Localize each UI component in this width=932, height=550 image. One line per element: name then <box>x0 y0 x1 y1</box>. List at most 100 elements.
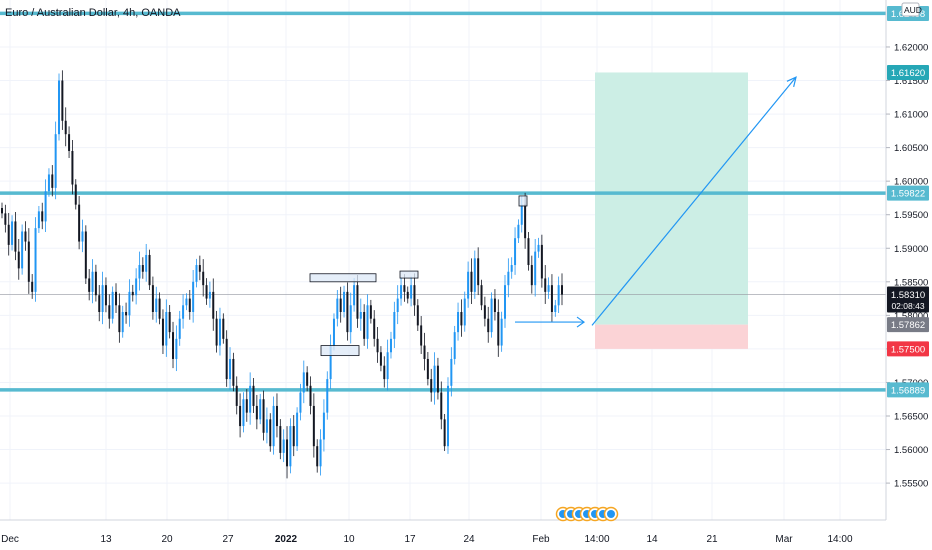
y-tick-label: 1.56000 <box>894 445 928 456</box>
candle-body <box>453 332 456 359</box>
candle-body <box>78 204 81 242</box>
x-tick-label: Dec <box>1 534 19 545</box>
candle-body <box>138 265 141 279</box>
candle-body <box>101 285 104 312</box>
annotation-boxes[interactable] <box>309 195 528 357</box>
y-tick-label: 1.60000 <box>894 177 928 188</box>
position-zones[interactable] <box>595 72 748 349</box>
candle-body <box>212 291 215 319</box>
candle-body <box>389 338 392 353</box>
candle-body <box>235 385 238 406</box>
candle-body <box>369 305 372 319</box>
candle-body <box>446 385 449 447</box>
candle-body <box>286 439 289 467</box>
candle-body <box>161 318 164 346</box>
candle-body <box>450 358 453 386</box>
candle-body <box>185 298 188 306</box>
event-icons[interactable] <box>555 506 619 522</box>
candle-body <box>279 426 282 453</box>
candle-body <box>289 426 292 467</box>
candle-body <box>229 358 232 380</box>
take-profit-tag-bg <box>887 64 929 80</box>
x-tick-label: 17 <box>404 534 416 545</box>
candle-body <box>403 285 406 292</box>
candle-body <box>514 238 517 266</box>
trend-arrow-line[interactable] <box>591 76 797 326</box>
candle-body <box>128 291 131 316</box>
candle-body <box>416 305 419 326</box>
candle-body <box>31 281 34 292</box>
candle-body <box>47 174 50 192</box>
entry-arrow-head[interactable] <box>576 316 586 328</box>
candle-body <box>400 285 403 299</box>
candle-body <box>7 224 10 245</box>
candle-body <box>68 134 71 151</box>
time-axis[interactable]: Dec 13 20 27 2022 10 17 24 Feb 14:00 14 21 Mar 14:00 <box>1 534 853 545</box>
candle-body <box>443 419 446 447</box>
candle-body <box>21 231 24 269</box>
candle-body <box>131 291 134 296</box>
candle-body <box>259 399 262 420</box>
annotation-arrows[interactable] <box>515 76 797 328</box>
candle-body <box>379 352 382 366</box>
candle-body <box>218 318 221 346</box>
highlight-box[interactable] <box>320 345 360 357</box>
candle-body <box>299 392 302 413</box>
candle-body <box>125 312 128 316</box>
highlight-box[interactable] <box>309 273 377 283</box>
candle-body <box>312 405 315 447</box>
candle-body <box>14 221 17 252</box>
highlight-box[interactable] <box>399 270 419 279</box>
candle-body <box>215 318 218 346</box>
candle-body <box>91 271 94 292</box>
x-tick-label: 24 <box>463 534 475 545</box>
candle-body <box>202 271 205 286</box>
candle-body <box>178 318 181 339</box>
candle-body <box>292 426 295 447</box>
candle-body <box>487 318 490 333</box>
stop-loss-tag-bg <box>887 341 929 357</box>
highlight-box[interactable] <box>518 195 528 207</box>
candle-body <box>51 174 54 188</box>
candle-body <box>477 258 480 286</box>
stop-loss-zone[interactable] <box>595 324 748 349</box>
trend-arrow-head[interactable] <box>786 76 797 88</box>
current-price-tag-bg <box>887 286 929 313</box>
candle-body <box>316 446 319 467</box>
candle-body <box>433 365 436 393</box>
take-profit-zone[interactable] <box>595 72 748 325</box>
candle-body <box>339 298 342 312</box>
candle-body <box>98 295 101 312</box>
candle-body <box>71 150 74 185</box>
candle-body <box>115 291 118 306</box>
currency-box[interactable] <box>901 2 920 17</box>
candle-body <box>111 291 114 319</box>
candle-body <box>396 298 399 312</box>
y-tick-label: 1.56500 <box>894 412 928 423</box>
candle-body <box>420 325 423 346</box>
candle-body <box>332 318 335 346</box>
currency-label: AUD <box>904 5 922 15</box>
candle-body <box>58 80 61 135</box>
candle-body <box>262 399 265 433</box>
y-tick-label: 1.62000 <box>894 42 928 53</box>
candle-body <box>158 298 161 319</box>
candle-body <box>249 385 252 413</box>
candle-body <box>74 184 77 205</box>
candle-body <box>141 265 144 272</box>
candle-body <box>500 318 503 346</box>
y-tick-label: 1.61500 <box>894 76 928 87</box>
candle-body <box>554 305 557 312</box>
candle-body <box>510 265 513 272</box>
candle-body <box>84 231 87 279</box>
candle-body <box>349 305 352 333</box>
candle-body <box>252 385 255 406</box>
stop-loss-tag: 1.57500 <box>891 344 925 355</box>
candle-body <box>269 419 272 447</box>
horizontal-levels[interactable] <box>0 11 886 392</box>
candle-body <box>547 285 550 292</box>
candle-body <box>527 238 530 266</box>
candle-body <box>426 358 429 380</box>
